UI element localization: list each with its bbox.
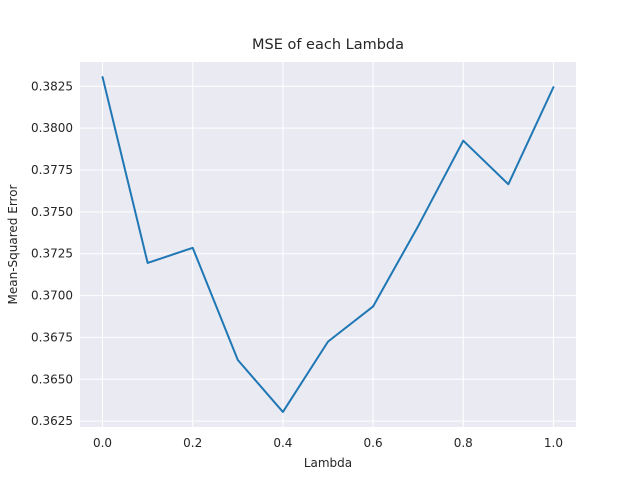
- y-tick-label: 0.3725: [31, 247, 73, 261]
- x-axis-ticks: 0.0 0.2 0.4 0.6 0.8 1.0: [93, 436, 563, 450]
- y-tick-label: 0.3625: [31, 414, 73, 428]
- x-axis-title: Lambda: [304, 456, 352, 470]
- x-tick-label: 1.0: [544, 436, 563, 450]
- y-tick-label: 0.3775: [31, 163, 73, 177]
- y-axis-title: Mean-Squared Error: [6, 184, 20, 304]
- x-tick-label: 0.4: [273, 436, 292, 450]
- x-tick-label: 0.8: [454, 436, 473, 450]
- plot-area: [80, 62, 576, 427]
- y-tick-label: 0.3700: [31, 289, 73, 303]
- x-tick-label: 0.2: [183, 436, 202, 450]
- y-tick-label: 0.3825: [31, 79, 73, 93]
- y-tick-label: 0.3675: [31, 330, 73, 344]
- y-tick-label: 0.3650: [31, 372, 73, 386]
- y-tick-label: 0.3750: [31, 205, 73, 219]
- y-axis-ticks: 0.3625 0.3650 0.3675 0.3700 0.3725 0.3750 0.37…: [31, 79, 73, 428]
- series-layer: [101, 76, 555, 413]
- y-tick-label: 0.3800: [31, 121, 73, 135]
- x-tick-label: 0.6: [364, 436, 383, 450]
- chart-title: MSE of each Lambda: [252, 37, 404, 53]
- x-tick-label: 0.0: [93, 436, 112, 450]
